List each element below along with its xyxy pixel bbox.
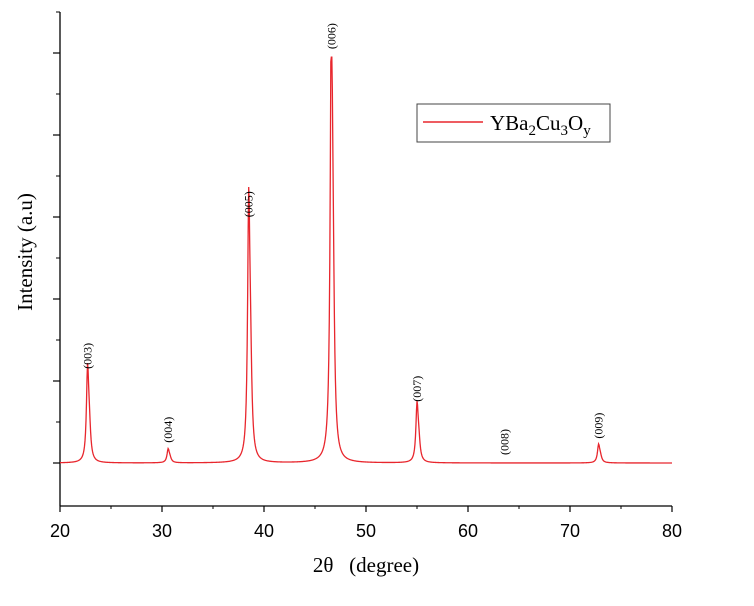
peak-label: (006)	[324, 23, 338, 49]
peak-label: (004)	[161, 417, 175, 443]
x-axis-ticks: 20 30 40 50 60 70 80	[50, 506, 682, 541]
legend-label-base-3: O	[568, 111, 583, 135]
x-tick-label: 50	[356, 521, 376, 541]
x-axis-title: 2θ (degree)	[313, 553, 419, 577]
legend-label-base-1: YBa	[490, 111, 529, 135]
x-tick-label: 60	[458, 521, 478, 541]
y-axis-title: Intensity (a.u)	[13, 193, 37, 311]
peak-label: (008)	[498, 429, 512, 455]
x-tick-label: 80	[662, 521, 682, 541]
legend-label-sub-2: 3	[561, 123, 569, 139]
legend: YBa2Cu3Oy	[416, 103, 611, 143]
x-tick-label: 40	[254, 521, 274, 541]
legend-label-sub-1: 2	[529, 123, 537, 139]
plot-frame	[59, 12, 672, 507]
legend-label-base-2: Cu	[536, 111, 561, 135]
x-tick-label: 70	[560, 521, 580, 541]
peak-label: (009)	[592, 413, 606, 439]
y-axis-ticks	[53, 11, 60, 464]
series-line-ybco	[59, 56, 672, 464]
legend-label: YBa2Cu3Oy	[490, 111, 591, 139]
legend-box	[416, 103, 611, 143]
legend-label-sub-3: y	[583, 123, 591, 139]
peak-label: (007)	[410, 376, 424, 402]
peak-label: (003)	[81, 343, 95, 369]
peak-label: (005)	[242, 191, 256, 217]
x-tick-label: 30	[152, 521, 172, 541]
x-tick-label: 20	[50, 521, 70, 541]
peak-labels: (003) (004) (005) (006) (007) (008) (009)	[81, 23, 606, 455]
